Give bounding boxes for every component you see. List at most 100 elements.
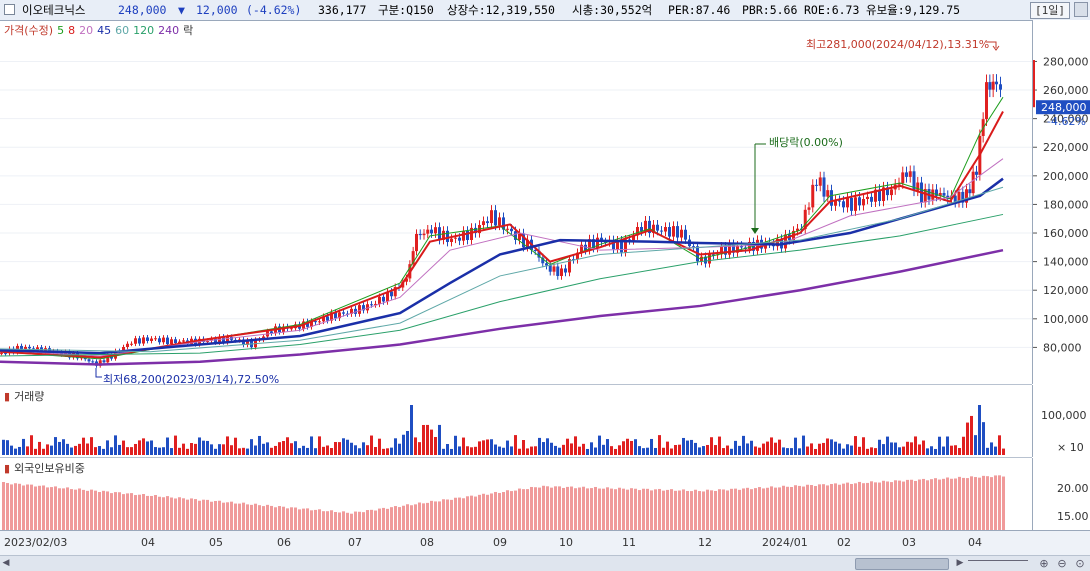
volume-chart bbox=[2, 405, 1005, 455]
volume-bar bbox=[26, 446, 29, 455]
zoom-out-icon[interactable]: ⊖ bbox=[1057, 557, 1067, 570]
volume-bar bbox=[78, 443, 81, 455]
volume-bar bbox=[738, 445, 741, 455]
foreign-ratio-bar bbox=[46, 487, 49, 530]
foreign-ratio-bar bbox=[846, 482, 849, 530]
volume-bar bbox=[422, 424, 425, 455]
foreign-ratio-bar bbox=[710, 490, 713, 530]
candle-body bbox=[692, 246, 695, 248]
volume-bar bbox=[638, 446, 641, 455]
stock-name[interactable]: 이오테크닉스 bbox=[22, 3, 86, 17]
zoom-reset-icon[interactable]: ⊙ bbox=[1075, 557, 1085, 570]
foreign-ratio-bar bbox=[374, 510, 377, 530]
volume-bar bbox=[210, 444, 213, 455]
volume-bar bbox=[86, 443, 89, 455]
foreign-ratio-bar bbox=[578, 487, 581, 530]
volume-bar bbox=[526, 448, 529, 455]
date-label: 10 bbox=[559, 536, 573, 549]
price-range-marker bbox=[1033, 60, 1035, 108]
volume-bar bbox=[886, 436, 889, 455]
candle-body bbox=[370, 304, 373, 306]
candle-body bbox=[704, 256, 707, 264]
scroll-thumb[interactable] bbox=[855, 558, 949, 570]
candle-body bbox=[537, 250, 541, 258]
foreign-ratio-bar bbox=[734, 488, 737, 530]
foreign-ratio-bar bbox=[526, 489, 529, 530]
candle-body bbox=[985, 82, 988, 120]
foreign-ratio-bar bbox=[738, 489, 741, 530]
foreign-ratio-bar bbox=[746, 487, 749, 530]
volume-bar bbox=[54, 437, 57, 455]
price-tick-label: 260,000 bbox=[1043, 84, 1089, 97]
foreign-ratio-bar bbox=[158, 496, 161, 530]
candle-body bbox=[728, 243, 731, 255]
volume-bar bbox=[366, 445, 369, 455]
candle-body bbox=[890, 189, 893, 196]
period-button[interactable]: [1일] bbox=[1030, 2, 1070, 19]
foreign-ratio-pane[interactable]: ▮ 외국인보유비중 bbox=[0, 458, 1032, 531]
volume-bar bbox=[522, 440, 525, 455]
foreign-ratio-bar bbox=[502, 492, 505, 530]
candle-body bbox=[676, 226, 679, 238]
candle-body bbox=[106, 355, 110, 363]
candle-body bbox=[796, 228, 799, 231]
candle-body bbox=[858, 197, 861, 206]
volume-bar bbox=[206, 440, 209, 455]
foreign-ratio-bar bbox=[694, 489, 697, 530]
foreign-ratio-bar bbox=[218, 500, 221, 530]
foreign-ratio-bar bbox=[338, 512, 341, 530]
volume-bar bbox=[734, 440, 737, 455]
candle-body bbox=[942, 192, 946, 196]
volume-bar bbox=[146, 441, 149, 455]
foreign-ratio-bar bbox=[798, 485, 801, 530]
candle-body bbox=[470, 227, 473, 240]
volume-bar bbox=[466, 446, 469, 455]
volume-bar bbox=[710, 437, 713, 455]
zoom-slider[interactable] bbox=[968, 560, 1028, 566]
price-pane[interactable]: 가격(수정) 5 8 20 45 60 120 240 락 최고281,000(2024/04/… bbox=[0, 20, 1032, 386]
price-axis: 280,000 260,000 240,000 220,000 200,000 180,0… bbox=[1032, 20, 1090, 384]
volume-bar bbox=[970, 415, 973, 455]
volume-bar bbox=[414, 437, 417, 455]
volume-axis: 100,000 × 10 bbox=[1032, 385, 1090, 457]
scroll-right-icon[interactable]: ▶ bbox=[956, 558, 964, 568]
volume-bar bbox=[814, 448, 817, 455]
volume-bar bbox=[810, 443, 813, 455]
chart-scrollbar[interactable]: ◀ ▶ ⊕ ⊖ ⊙ bbox=[0, 555, 1090, 571]
volume-bar bbox=[746, 443, 749, 455]
change-arrow-icon: ▼ bbox=[178, 3, 185, 17]
volume-bar bbox=[682, 437, 685, 455]
foreign-ratio-bar bbox=[630, 488, 633, 530]
volume-bar bbox=[138, 440, 141, 455]
zoom-in-icon[interactable]: ⊕ bbox=[1039, 557, 1049, 570]
candle-body bbox=[434, 227, 437, 234]
candle-body bbox=[522, 233, 525, 248]
volume-bar bbox=[786, 448, 789, 455]
volume-bar bbox=[170, 448, 173, 455]
foreign-ratio-bar bbox=[622, 488, 625, 530]
volume-pane[interactable]: ▮ 거래량 bbox=[0, 385, 1032, 458]
volume-bar bbox=[690, 439, 693, 455]
candle-body bbox=[162, 337, 165, 343]
candle-body bbox=[290, 328, 293, 330]
volume-bar bbox=[234, 437, 237, 455]
volume-bar bbox=[450, 448, 453, 455]
foreign-ratio-bar bbox=[594, 486, 597, 530]
corner-button[interactable] bbox=[1074, 2, 1088, 17]
foreign-ratio-bar bbox=[346, 512, 349, 530]
foreign-axis: 20.00 15.00 bbox=[1032, 458, 1090, 530]
candle-body bbox=[498, 217, 501, 226]
volume-bar bbox=[694, 442, 697, 455]
scroll-left-icon[interactable]: ◀ bbox=[2, 558, 10, 568]
foreign-ratio-bar bbox=[894, 480, 897, 530]
candle-body bbox=[957, 191, 961, 203]
ma240-line bbox=[0, 248, 1004, 366]
volume-bar bbox=[918, 444, 921, 455]
candle-body bbox=[776, 238, 779, 247]
volume-bar bbox=[490, 439, 493, 455]
foreign-ratio-bar bbox=[318, 509, 321, 530]
candle-body bbox=[518, 233, 521, 240]
foreign-ratio-bar bbox=[494, 491, 497, 530]
candle-body bbox=[644, 220, 647, 232]
select-checkbox[interactable] bbox=[4, 4, 15, 15]
